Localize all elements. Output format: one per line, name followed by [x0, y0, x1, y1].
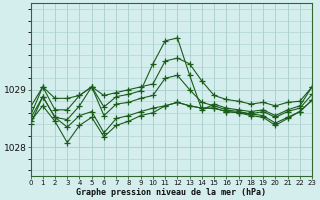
- X-axis label: Graphe pression niveau de la mer (hPa): Graphe pression niveau de la mer (hPa): [76, 188, 266, 197]
